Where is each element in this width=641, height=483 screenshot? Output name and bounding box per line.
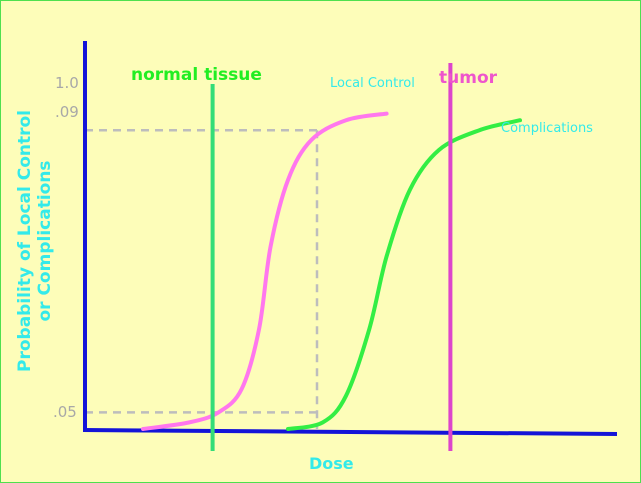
x-axis: [82, 428, 618, 436]
reference-lines: [85, 128, 319, 429]
y-axis-label-line-1: Probability of Local Control: [15, 110, 35, 372]
series-line-local-control: [141, 111, 389, 431]
series-label-local-control: Local Control: [330, 76, 415, 91]
x-axis-label: Dose: [309, 454, 354, 473]
series-label-complications: Complications: [501, 121, 593, 136]
y-tick-label-3: .05: [53, 403, 77, 421]
marker-label-normal-tissue: normal tissue: [131, 65, 262, 85]
series-line-complications: [286, 118, 522, 431]
y-axis-label: Probability of Local Control or Complica…: [15, 110, 55, 372]
y-tick-label-2: .09: [55, 103, 79, 121]
marker-label-tumor: tumor: [439, 68, 498, 88]
y-tick-label-1: 1.0: [55, 74, 79, 92]
y-axis-label-line-2: or Complications: [35, 160, 55, 321]
